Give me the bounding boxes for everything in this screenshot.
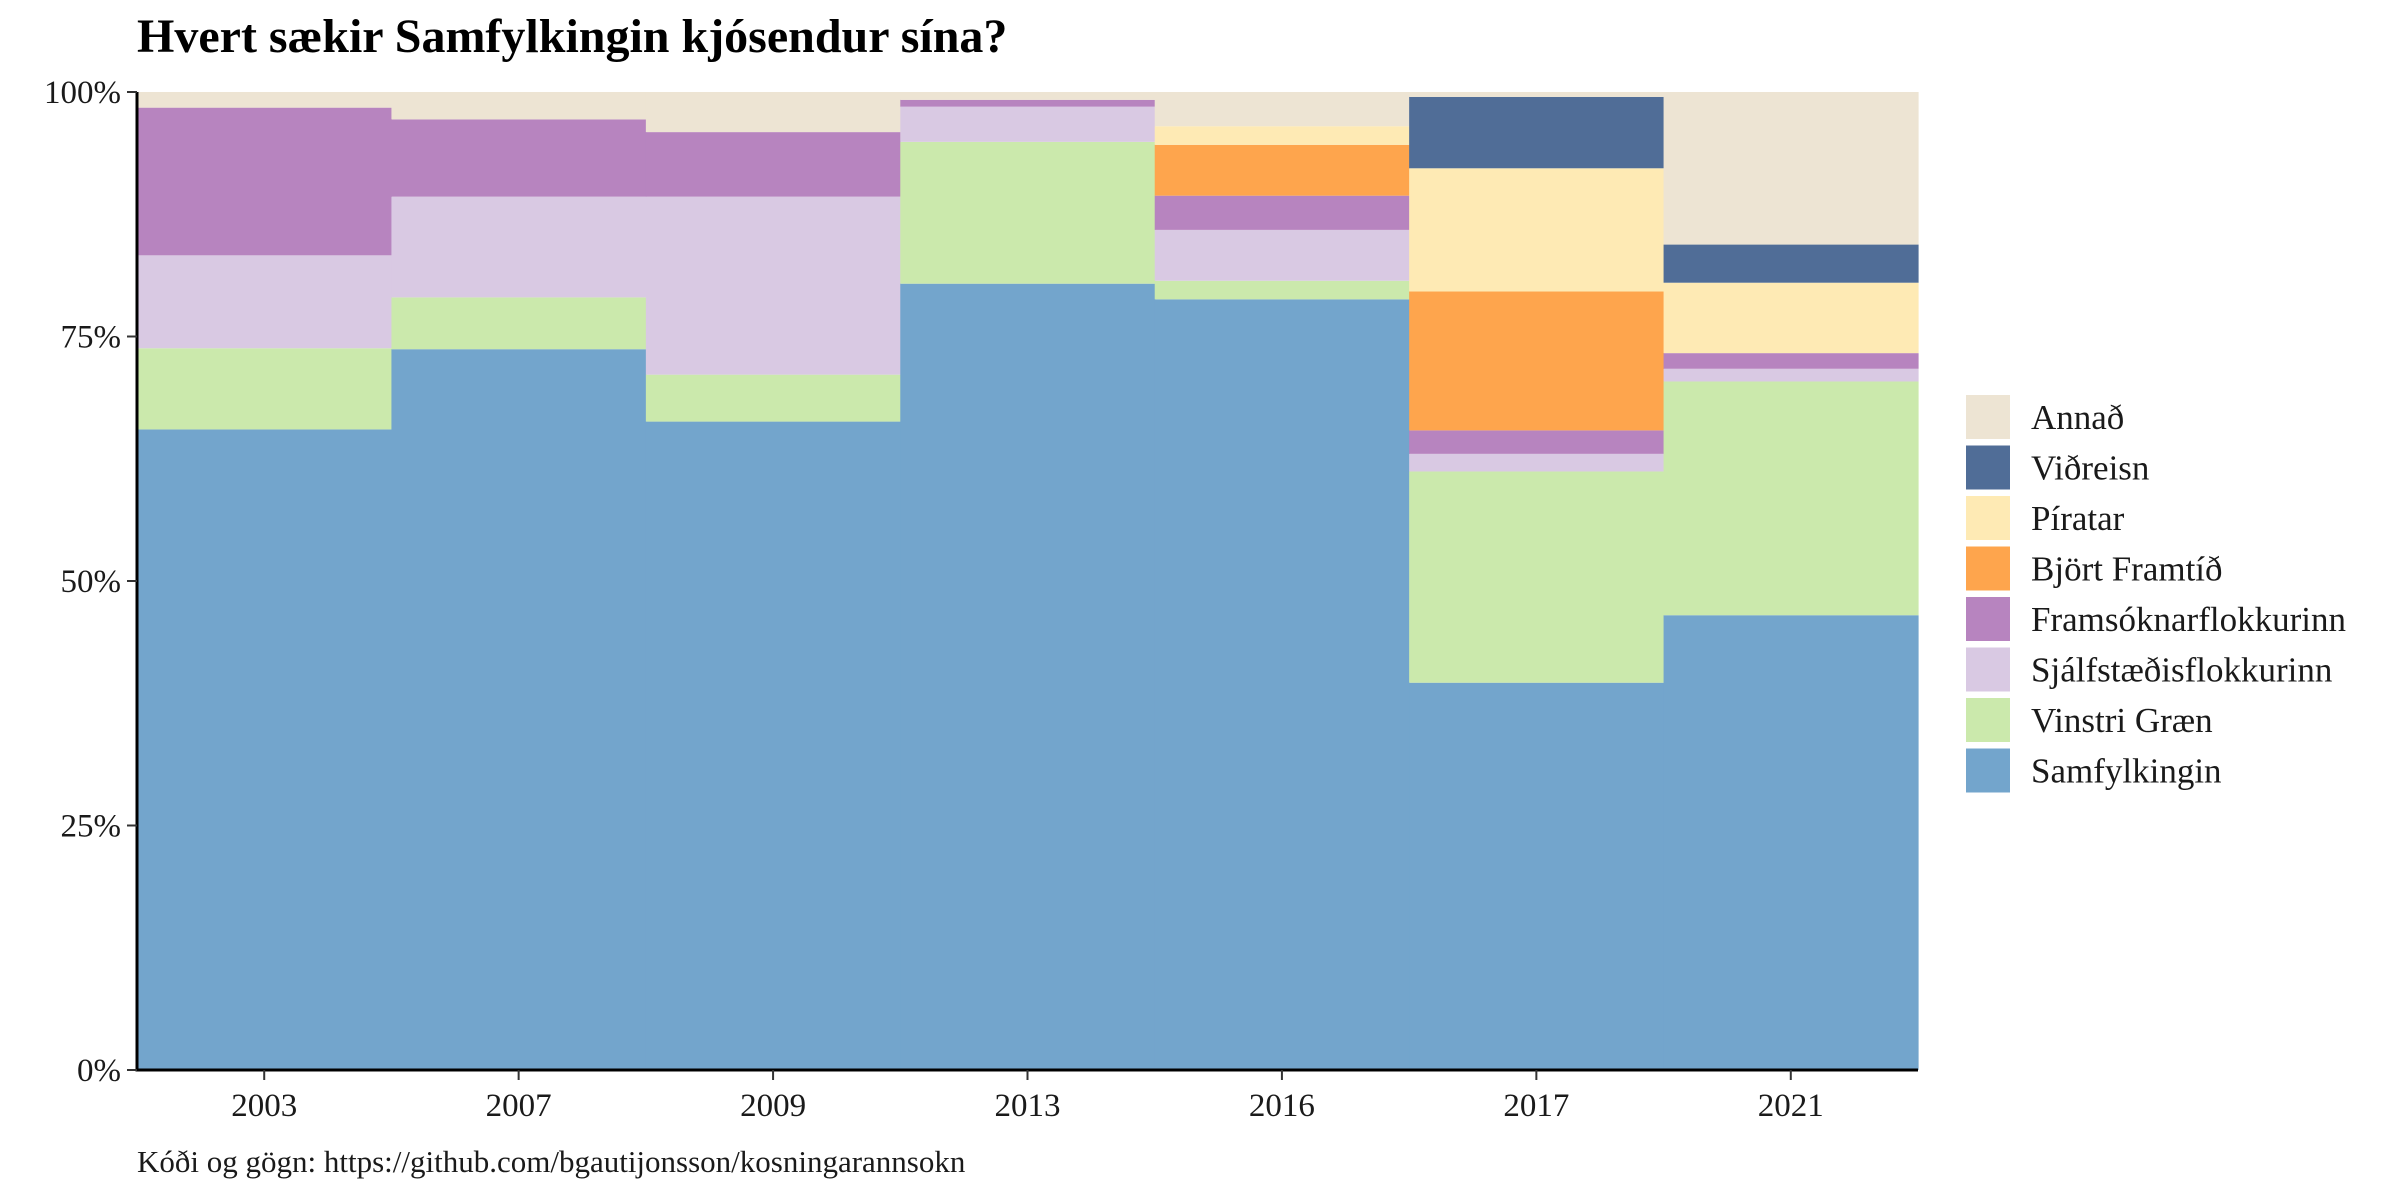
legend-key-vinstri-gr-n xyxy=(1966,698,2010,742)
legend-key-samfylkingin xyxy=(1966,749,2010,793)
bar-2016-anna- xyxy=(1155,92,1410,126)
bar-2007-sj-lfst-isflokkurinn xyxy=(391,197,646,298)
bar-2009-frams-knarflokkurinn xyxy=(646,132,901,197)
bar-2003-frams-knarflokkurinn xyxy=(137,108,392,256)
bar-2017-bj-rt-framt- xyxy=(1409,292,1664,431)
bar-2016-bj-rt-framt- xyxy=(1155,145,1410,196)
bar-2021-samfylkingin xyxy=(1664,615,1919,1070)
legend-label-vinstri-gr-n: Vinstri Græn xyxy=(2031,701,2213,740)
y-tick-label: 0% xyxy=(77,1053,121,1089)
legend-key-bj-rt-framt- xyxy=(1966,547,2010,591)
legend-key-anna- xyxy=(1966,395,2010,439)
x-tick-label: 2009 xyxy=(740,1088,806,1124)
legend: Annað Viðreisn Píratar Björt Framtíð Framsók… xyxy=(1966,395,2346,793)
bar-2013-sj-lfst-isflokkurinn xyxy=(900,107,1155,142)
x-tick-label: 2003 xyxy=(231,1088,297,1124)
x-tick-label: 2007 xyxy=(486,1088,552,1124)
bar-2016-sj-lfst-isflokkurinn xyxy=(1155,230,1410,281)
bar-2003-vinstri-gr-n xyxy=(137,348,392,429)
chart-caption: Kóði og gögn: https://github.com/bgautij… xyxy=(137,1144,966,1179)
bar-2003-sj-lfst-isflokkurinn xyxy=(137,255,392,348)
legend-key-sj-lfst-isflokkurinn xyxy=(1966,648,2010,692)
bar-2007-vinstri-gr-n xyxy=(391,297,646,349)
bar-2016-vinstri-gr-n xyxy=(1155,281,1410,300)
bar-2013-vinstri-gr-n xyxy=(900,142,1155,284)
bar-2016-p-ratar xyxy=(1155,126,1410,145)
bar-2007-anna- xyxy=(391,92,646,119)
bar-2003-anna- xyxy=(137,92,392,108)
legend-label-vi-reisn: Viðreisn xyxy=(2031,449,2149,488)
bar-2003-samfylkingin xyxy=(137,429,392,1070)
bar-2017-sj-lfst-isflokkurinn xyxy=(1409,454,1664,472)
bar-2013-anna- xyxy=(900,92,1155,100)
legend-label-sj-lfst-isflokkurinn: Sjálfstæðisflokkurinn xyxy=(2031,651,2332,690)
bar-2021-p-ratar xyxy=(1664,283,1919,353)
bar-2013-samfylkingin xyxy=(900,284,1155,1070)
bar-2017-anna- xyxy=(1409,92,1664,97)
legend-key-frams-knarflokkurinn xyxy=(1966,597,2010,641)
bar-2017-p-ratar xyxy=(1409,168,1664,291)
legend-label-anna-: Annað xyxy=(2031,398,2124,437)
y-tick-label: 100% xyxy=(44,75,121,111)
x-tick-label: 2021 xyxy=(1758,1088,1824,1124)
bar-2017-samfylkingin xyxy=(1409,683,1664,1070)
bar-2009-vinstri-gr-n xyxy=(646,375,901,422)
bar-2021-vi-reisn xyxy=(1664,245,1919,283)
bar-2009-anna- xyxy=(646,92,901,132)
bar-2013-frams-knarflokkurinn xyxy=(900,100,1155,107)
bar-2016-samfylkingin xyxy=(1155,299,1410,1070)
bar-2017-frams-knarflokkurinn xyxy=(1409,430,1664,453)
legend-label-bj-rt-framt-: Björt Framtíð xyxy=(2031,550,2223,589)
bar-2009-samfylkingin xyxy=(646,422,901,1070)
bar-2017-vi-reisn xyxy=(1409,97,1664,168)
bar-2021-frams-knarflokkurinn xyxy=(1664,353,1919,369)
y-tick-label: 50% xyxy=(61,564,122,600)
bar-2021-anna- xyxy=(1664,92,1919,245)
y-tick-label: 75% xyxy=(61,320,122,356)
x-tick-label: 2013 xyxy=(995,1088,1061,1124)
legend-label-frams-knarflokkurinn: Framsóknarflokkurinn xyxy=(2031,600,2346,639)
bars-layer xyxy=(137,92,1919,1070)
x-tick-label: 2017 xyxy=(1503,1088,1569,1124)
bar-2007-frams-knarflokkurinn xyxy=(391,119,646,196)
bar-2016-frams-knarflokkurinn xyxy=(1155,196,1410,230)
bar-2021-vinstri-gr-n xyxy=(1664,381,1919,615)
bar-2009-sj-lfst-isflokkurinn xyxy=(646,197,901,375)
chart-title: Hvert sækir Samfylkingin kjósendur sína? xyxy=(137,10,1007,63)
bar-2007-samfylkingin xyxy=(391,349,646,1070)
legend-label-samfylkingin: Samfylkingin xyxy=(2031,752,2222,791)
legend-key-p-ratar xyxy=(1966,496,2010,540)
legend-key-vi-reisn xyxy=(1966,446,2010,490)
bar-2021-sj-lfst-isflokkurinn xyxy=(1664,369,1919,382)
legend-label-p-ratar: Píratar xyxy=(2031,499,2125,538)
x-tick-label: 2016 xyxy=(1249,1088,1315,1124)
y-tick-label: 25% xyxy=(61,809,122,845)
bar-2017-vinstri-gr-n xyxy=(1409,471,1664,682)
